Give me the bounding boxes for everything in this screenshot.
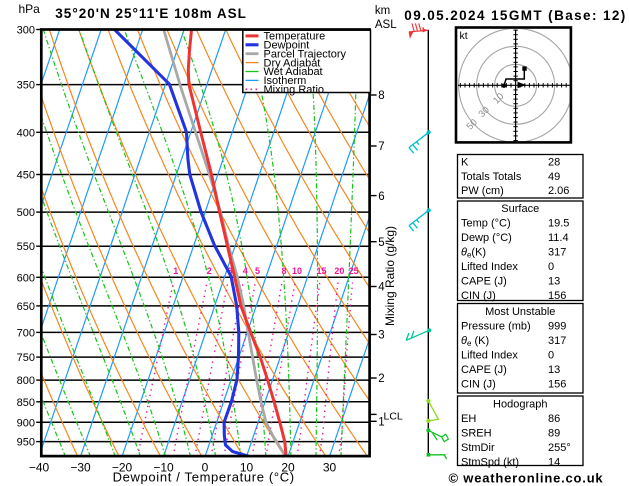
svg-text:CAPE (J): CAPE (J) (461, 275, 507, 287)
svg-text:0: 0 (548, 261, 554, 273)
svg-text:8: 8 (281, 266, 286, 276)
svg-text:49: 49 (548, 171, 560, 183)
svg-text:317: 317 (548, 335, 566, 347)
svg-text:28: 28 (548, 156, 560, 168)
svg-text:Dewpoint: Dewpoint (264, 40, 310, 52)
svg-text:ASL: ASL (375, 19, 397, 31)
svg-text:EH: EH (461, 413, 476, 425)
svg-text:Lifted Index: Lifted Index (461, 349, 518, 361)
svg-text:35°20'N 25°11'E 108m ASL: 35°20'N 25°11'E 108m ASL (55, 6, 247, 21)
svg-text:θe(K): θe(K) (461, 246, 486, 259)
svg-text:13: 13 (548, 364, 560, 376)
svg-text:3: 3 (378, 330, 384, 342)
svg-text:550: 550 (17, 241, 35, 253)
svg-text:10: 10 (491, 91, 506, 106)
svg-text:LCL: LCL (384, 410, 403, 422)
svg-text:StmDir: StmDir (461, 442, 495, 454)
svg-text:8: 8 (378, 90, 384, 102)
svg-text:3: 3 (228, 266, 233, 276)
svg-text:Lifted Index: Lifted Index (461, 261, 518, 273)
svg-text:11.4: 11.4 (548, 232, 569, 244)
svg-text:Surface: Surface (501, 203, 539, 215)
svg-text:500: 500 (17, 207, 35, 219)
svg-text:5: 5 (378, 237, 384, 249)
svg-text:317: 317 (548, 246, 566, 258)
svg-text:0: 0 (202, 461, 209, 475)
svg-text:20: 20 (281, 461, 295, 475)
svg-text:Most Unstable: Most Unstable (485, 306, 555, 318)
svg-text:Dewp (°C): Dewp (°C) (461, 232, 512, 244)
svg-text:10: 10 (240, 461, 254, 475)
svg-text:50: 50 (465, 117, 480, 132)
svg-text:Temp (°C): Temp (°C) (461, 217, 511, 229)
svg-text:15: 15 (316, 266, 326, 276)
svg-text:86: 86 (548, 413, 560, 425)
svg-text:Dry Adiabat: Dry Adiabat (264, 57, 321, 69)
svg-text:19.5: 19.5 (548, 217, 569, 229)
svg-text:156: 156 (548, 378, 566, 390)
svg-text:−10: −10 (153, 461, 174, 475)
svg-text:900: 900 (17, 417, 35, 429)
svg-text:255°: 255° (548, 442, 571, 454)
svg-text:−40: −40 (29, 461, 50, 475)
svg-text:10: 10 (292, 266, 302, 276)
svg-text:30: 30 (323, 461, 337, 475)
svg-text:6: 6 (378, 191, 384, 203)
svg-text:156: 156 (548, 290, 566, 302)
svg-text:0: 0 (548, 349, 554, 361)
svg-text:Mixing Ratio: Mixing Ratio (264, 84, 325, 96)
svg-text:14: 14 (548, 456, 560, 468)
svg-text:km: km (375, 5, 390, 17)
svg-text:800: 800 (17, 375, 35, 387)
svg-text:CAPE (J): CAPE (J) (461, 364, 507, 376)
svg-text:CIN (J): CIN (J) (461, 378, 496, 390)
svg-text:StmSpd (kt): StmSpd (kt) (461, 456, 519, 468)
svg-text:Hodograph: Hodograph (493, 398, 547, 410)
svg-text:450: 450 (17, 170, 35, 182)
svg-text:7: 7 (378, 141, 384, 153)
svg-text:Parcel Trajectory: Parcel Trajectory (264, 48, 347, 60)
svg-text:30: 30 (477, 105, 492, 120)
svg-text:PW (cm): PW (cm) (461, 185, 504, 197)
svg-text:999: 999 (548, 320, 566, 332)
svg-text:300: 300 (17, 25, 35, 37)
svg-text:Dewpoint / Temperature (°C): Dewpoint / Temperature (°C) (113, 470, 295, 485)
svg-text:θe (K): θe (K) (461, 335, 489, 348)
svg-text:© weatheronline.co.uk: © weatheronline.co.uk (449, 471, 604, 486)
svg-text:5: 5 (255, 266, 260, 276)
svg-text:4: 4 (378, 282, 385, 294)
svg-text:K: K (461, 156, 469, 168)
svg-text:400: 400 (17, 127, 35, 139)
svg-text:600: 600 (17, 272, 35, 284)
svg-text:Temperature: Temperature (264, 31, 326, 43)
svg-text:700: 700 (17, 327, 35, 339)
svg-text:−20: −20 (112, 461, 133, 475)
svg-text:20: 20 (334, 266, 344, 276)
svg-text:2.06: 2.06 (548, 185, 569, 197)
svg-text:Pressure (mb): Pressure (mb) (461, 320, 531, 332)
svg-text:4: 4 (243, 266, 248, 276)
svg-text:CIN (J): CIN (J) (461, 290, 496, 302)
svg-text:Totals Totals: Totals Totals (461, 171, 522, 183)
svg-text:750: 750 (17, 352, 35, 364)
svg-text:hPa: hPa (19, 2, 41, 16)
svg-text:Mixing Ratio (g/kg): Mixing Ratio (g/kg) (383, 226, 397, 326)
svg-text:09.05.2024 15GMT (Base: 12): 09.05.2024 15GMT (Base: 12) (404, 8, 626, 23)
svg-text:89: 89 (548, 427, 560, 439)
svg-text:13: 13 (548, 275, 560, 287)
svg-text:350: 350 (17, 80, 35, 92)
svg-text:−30: −30 (70, 461, 91, 475)
svg-text:1: 1 (173, 266, 178, 276)
svg-text:650: 650 (17, 301, 35, 313)
svg-text:2: 2 (378, 373, 384, 385)
svg-text:Isotherm: Isotherm (264, 75, 307, 87)
svg-text:kt: kt (460, 30, 468, 42)
svg-text:SREH: SREH (461, 427, 492, 439)
svg-text:950: 950 (17, 437, 35, 449)
svg-text:1: 1 (378, 417, 384, 429)
svg-text:2: 2 (207, 266, 212, 276)
svg-text:Wet Adiabat: Wet Adiabat (264, 66, 323, 78)
svg-text:850: 850 (17, 397, 35, 409)
svg-text:25: 25 (349, 266, 359, 276)
